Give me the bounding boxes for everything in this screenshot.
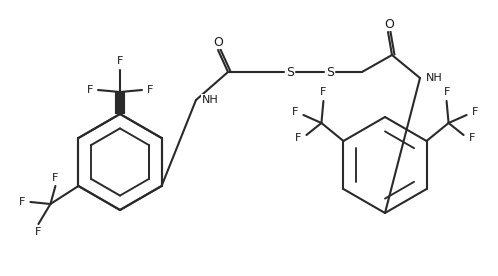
Text: S: S (286, 65, 294, 78)
Text: F: F (147, 85, 153, 95)
Text: F: F (320, 87, 327, 97)
Text: F: F (117, 56, 123, 66)
Text: F: F (295, 133, 302, 143)
Text: O: O (213, 36, 223, 49)
Text: F: F (469, 133, 475, 143)
Text: NH: NH (426, 73, 443, 83)
Text: F: F (443, 87, 450, 97)
Text: F: F (472, 107, 478, 117)
Text: F: F (35, 227, 42, 237)
Text: S: S (326, 65, 334, 78)
Text: F: F (19, 197, 25, 207)
Text: O: O (384, 17, 394, 31)
Text: F: F (52, 173, 59, 183)
Text: F: F (87, 85, 93, 95)
Text: NH: NH (202, 95, 219, 105)
Text: F: F (292, 107, 299, 117)
